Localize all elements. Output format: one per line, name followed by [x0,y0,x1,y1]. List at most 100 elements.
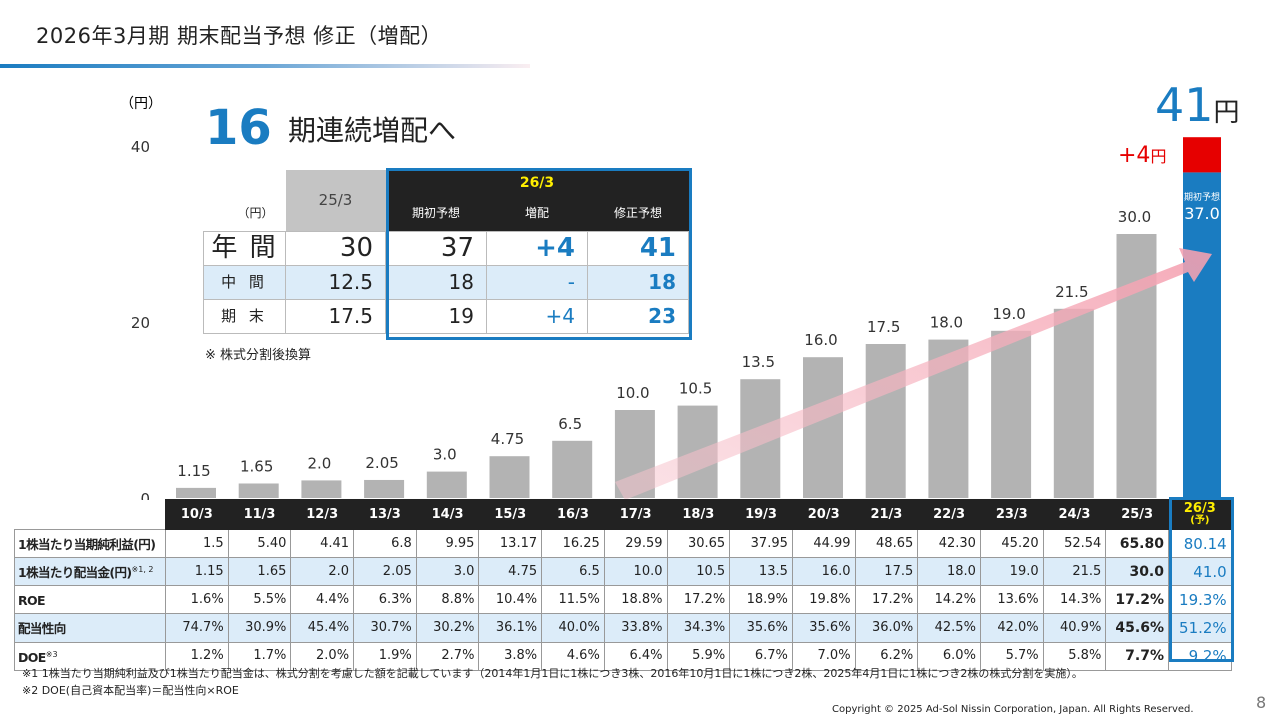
inset-cell-rev: 41 [587,230,689,266]
year-header: 10/3 [165,499,229,530]
table-cell: 4.75 [478,557,543,587]
table-row: 配当性向 74.7% 30.9% 45.4% 30.7% 30.2% 36.1% 40.0% 3… [14,613,1232,643]
table-cell: 30.65 [666,528,731,559]
table-cell: 6.5 [541,557,605,587]
table-cell: 3.8% [478,641,543,671]
table-cell: 10.0 [603,557,668,587]
table-cell: 17.5 [854,557,919,587]
table-cell: 18.8% [603,585,668,615]
bar-value-label: 1.15 [177,462,210,480]
growth-arrow [615,248,1212,500]
table-cell: 6.3% [353,585,417,615]
bar-value-label: 4.75 [491,430,524,448]
table-cell: 30.0 [1105,557,1169,587]
table-cell: 8.8% [415,585,480,615]
table-cell: 2.05 [353,557,417,587]
bar-value-label: 19.0 [992,305,1025,323]
row-label-text: DOE [18,649,46,665]
table-cell: 10.5 [666,557,731,587]
row-label-text: 1株当たり当期純利益(円) [18,537,156,553]
bar-value-label: 10.0 [616,384,649,402]
table-cell: 42.0% [979,613,1044,643]
inset-row: 中 間 12.5 18-18 [203,264,689,300]
table-cell: 5.8% [1042,641,1107,671]
inset-row: 期 末 17.5 19 +4 23 [203,298,689,334]
table-cell: 1.2% [165,641,229,671]
bar-15/3 [489,456,530,498]
inset-cell-rev: 18 [587,264,689,300]
row-label: DOE※3 [14,641,166,671]
table-cell: 33.8% [603,613,668,643]
table-cell: 45.4% [290,613,355,643]
forecast-cell: 19.3% [1168,585,1232,615]
title-underline [0,64,530,68]
year-header: 14/3 [415,499,480,530]
bar-13/3 [364,479,405,498]
forecast-header: 26/3 (予) [1168,499,1232,530]
table-cell: 29.59 [603,528,668,559]
bar-25/3 [1116,234,1157,498]
bar-value-label: 2.0 [307,454,331,472]
inset-cell-initial: 19 [385,298,487,334]
bar-21/3 [865,344,906,498]
table-cell: 13.6% [979,585,1044,615]
y-tick-label: 0 [140,490,150,500]
headline-text: 期連続増配へ [288,114,457,147]
forecast-column-highlight [1169,497,1234,662]
year-header: 25/3 [1105,499,1169,530]
table-row: ROE 1.6% 5.5% 4.4% 6.3% 8.8% 10.4% 11.5% 18.8% 17… [14,585,1232,615]
row-label-note: ※1, 2 [131,565,154,575]
bar-forecast-increase [1183,137,1221,173]
bar-10/3 [176,487,216,498]
y-tick-label: 40 [131,138,150,156]
row-label-text: 1株当たり配当金(円) [18,565,132,581]
year-header: 11/3 [227,499,292,530]
table-row: 1株当たり当期純利益(円) 1.5 5.40 4.41 6.8 9.95 13.17 16.2… [14,528,1232,559]
row-label-note: ※3 [45,649,58,659]
row-label-text: ROE [18,593,46,609]
financial-table: 10/3 11/3 12/3 13/3 14/3 15/3 16/3 17/3 18/3 19/3… [14,499,1232,671]
bar-value-label: 16.0 [804,331,837,349]
table-cell: 2.0% [290,641,355,671]
initial-value: 37.0 [1184,204,1220,223]
table-cell: 17.2% [1105,585,1169,615]
table-cell: 5.5% [227,585,292,615]
table-cell: 45.6% [1105,613,1169,643]
table-cell: 6.8 [353,528,417,559]
year-header: 12/3 [290,499,355,530]
table-cell: 13.5 [729,557,793,587]
table-cell: 14.3% [1042,585,1107,615]
table-cell: 19.8% [791,585,856,615]
revised-total-value: 41 [1155,78,1214,132]
prev-year-header: 25/3 [285,170,386,231]
yen-unit: 円 [1213,98,1240,128]
table-cell: 6.7% [729,641,793,671]
page-title: 2026年3月期 期末配当予想 修正（増配） [36,24,443,48]
footnote-1: ※1 1株当たり当期純利益及び1株当たり配当金は、株式分割を考慮した額を記載して… [22,667,1083,680]
unit-label: （円） [237,206,274,221]
year-header: 20/3 [791,499,856,530]
year-header: 23/3 [979,499,1044,530]
bar-value-label: 21.5 [1055,283,1088,301]
table-cell: 35.6% [729,613,793,643]
inset-cell-prev: 30 [285,230,386,266]
table-cell: 44.99 [791,528,856,559]
table-cell: 9.95 [415,528,480,559]
bar-12/3 [301,480,342,498]
bar-value-label: 10.5 [679,380,712,398]
yen-unit: 円 [1150,147,1167,166]
inset-cell-prev: 12.5 [285,264,386,300]
y-tick-label: 20 [131,314,150,332]
table-cell: 5.40 [227,528,292,559]
table-cell: 16.25 [541,528,605,559]
table-cell: 3.0 [415,557,480,587]
forecast-sub: (予) [1190,514,1210,526]
bar-23/3 [991,330,1032,498]
bar-20/3 [803,357,843,498]
table-cell: 74.7% [165,613,229,643]
table-cell: 2.0 [290,557,355,587]
table-cell: 6.0% [917,641,981,671]
fy-header: 26/3 [385,170,689,197]
inset-cell-rev: 23 [587,298,689,334]
table-cell: 2.7% [415,641,480,671]
